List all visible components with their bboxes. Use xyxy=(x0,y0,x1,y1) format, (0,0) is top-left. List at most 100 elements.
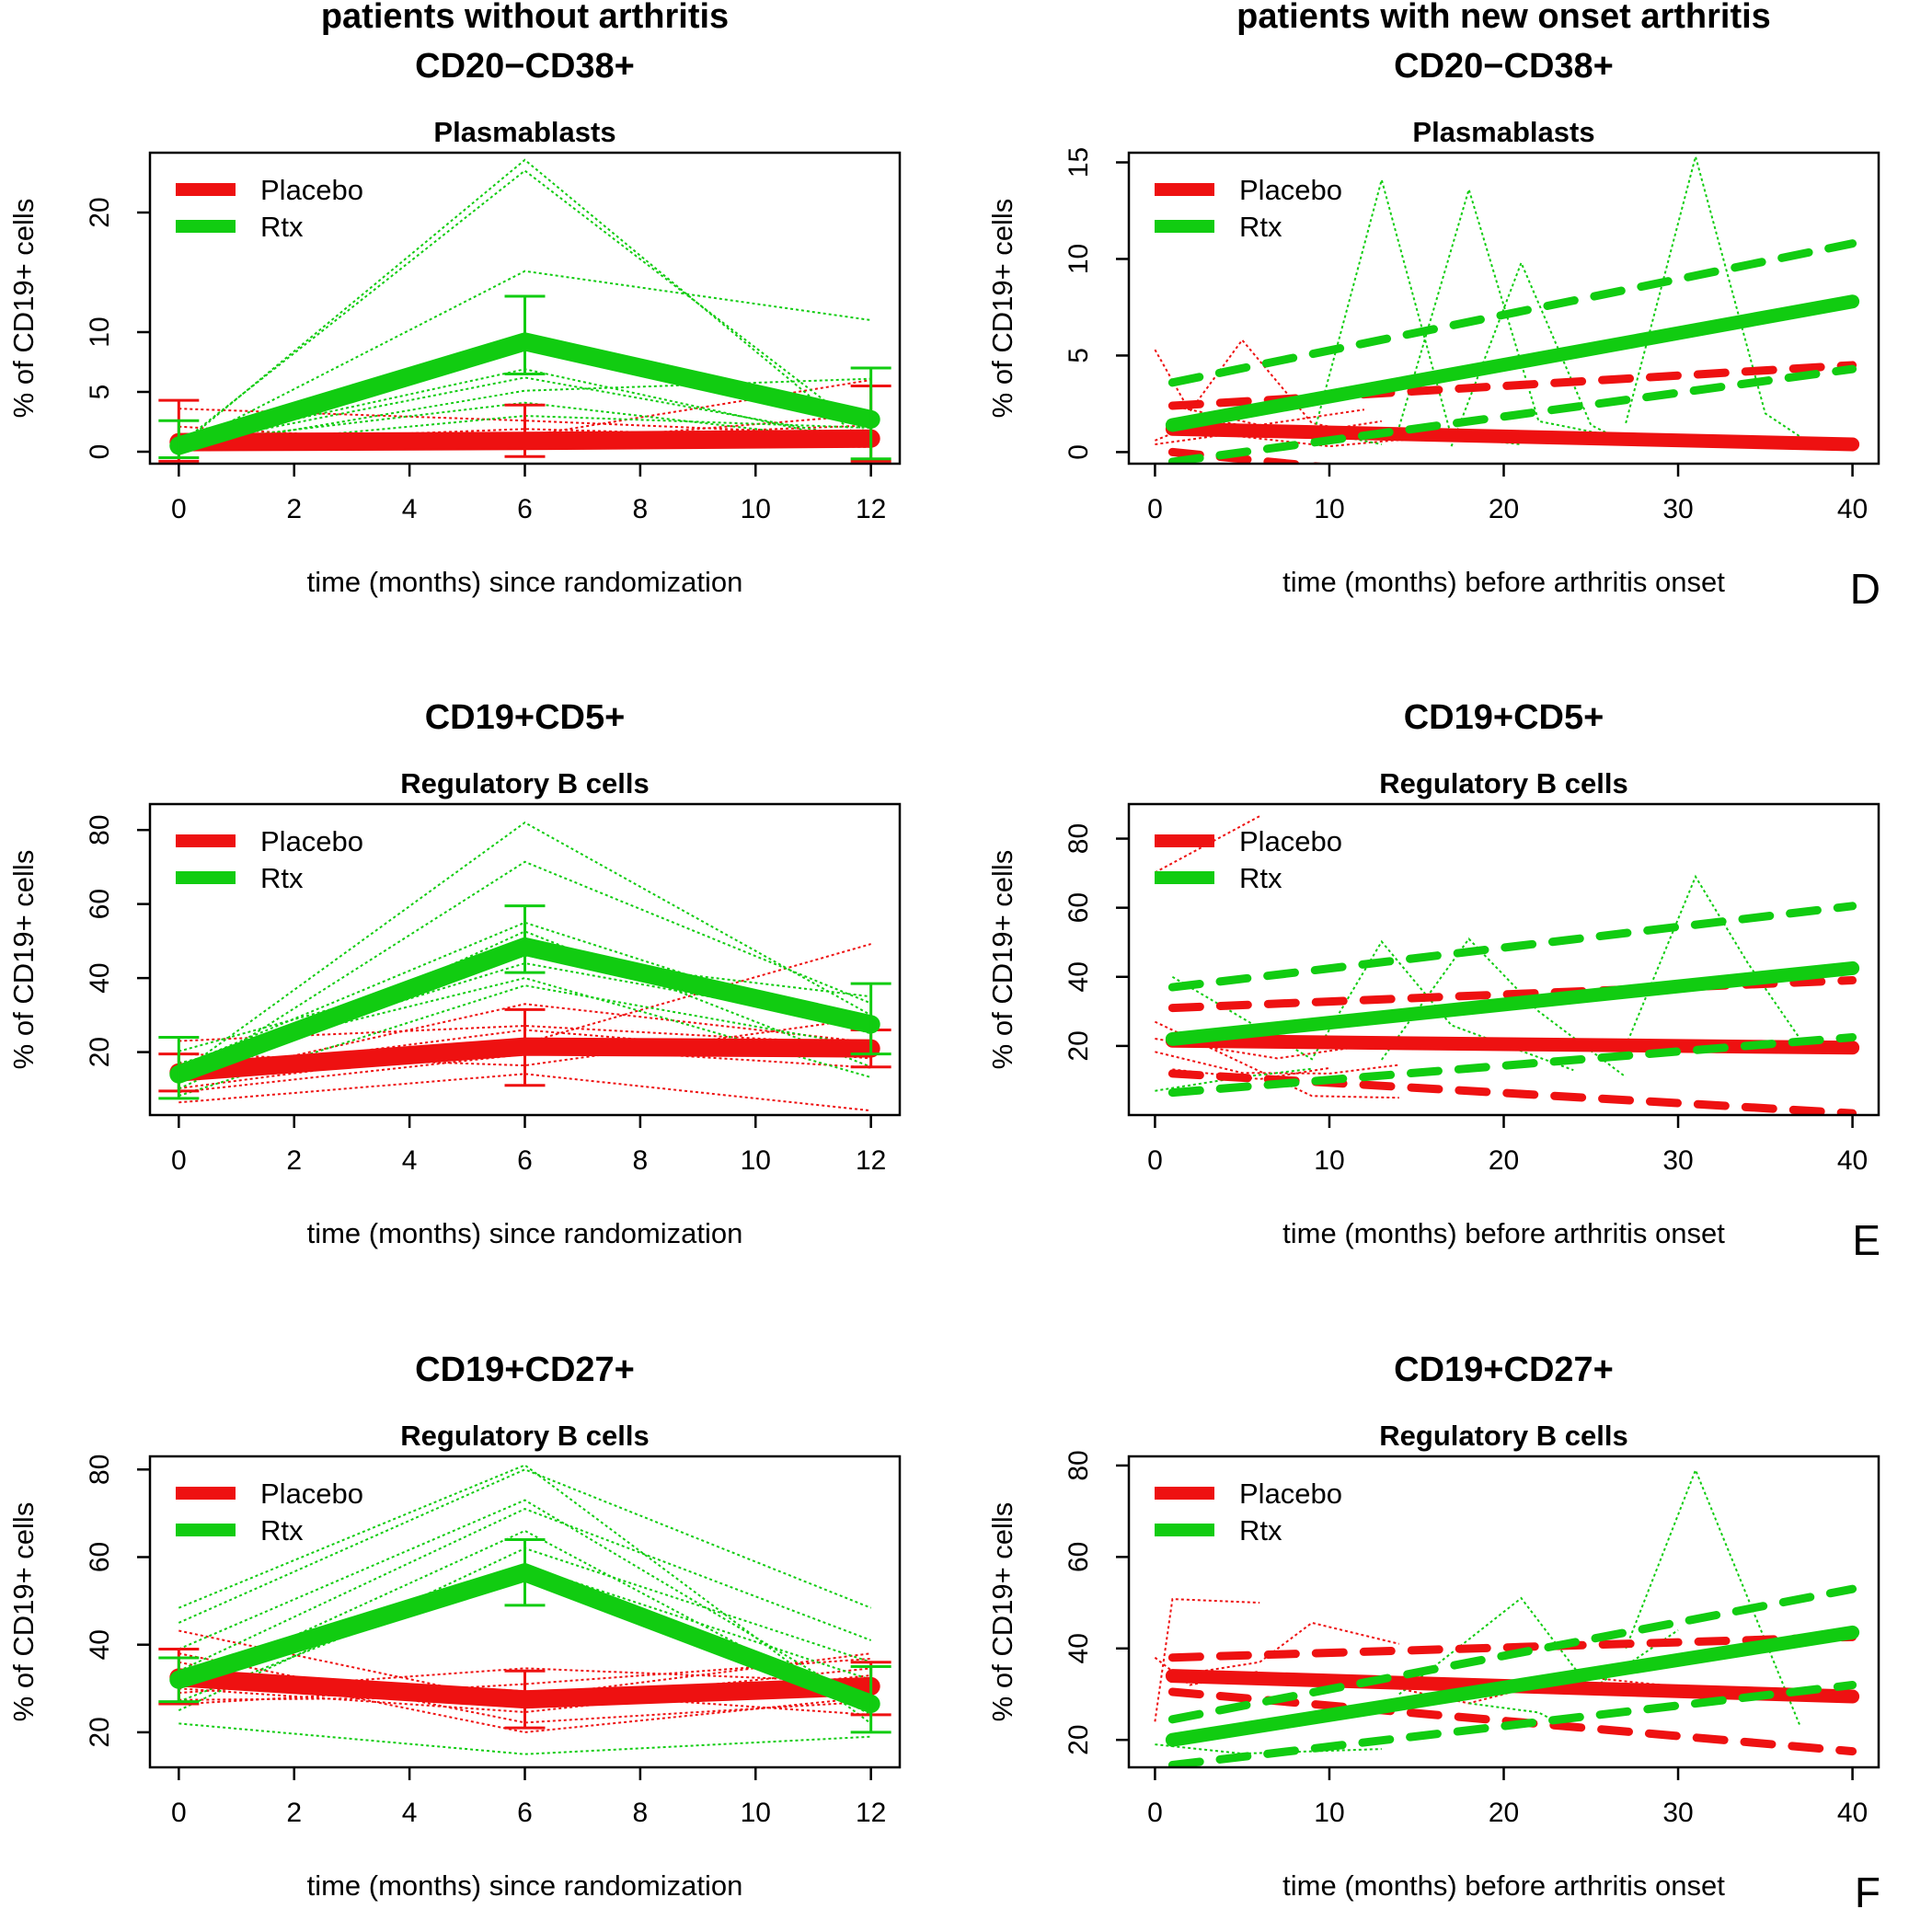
legend-label-rtx: Rtx xyxy=(260,862,304,894)
panel-letter: D xyxy=(1850,565,1880,613)
x-tick-label: 2 xyxy=(286,494,302,524)
x-tick-label: 0 xyxy=(171,494,187,524)
panel-letter: E xyxy=(1852,1216,1880,1264)
y-axis-label: % of CD19+ cells xyxy=(986,199,1018,419)
x-tick-label: 2 xyxy=(286,1145,302,1176)
y-axis-label: % of CD19+ cells xyxy=(7,199,40,419)
panel-subtitle: Regulatory B cells xyxy=(1379,767,1627,799)
y-axis-label: % of CD19+ cells xyxy=(7,850,40,1070)
panel-6: CD19+CD27+ Regulatory B cells 0 10 20 30 40 20 4… xyxy=(986,1351,1880,1916)
x-tick-label: 8 xyxy=(633,1798,649,1828)
plot-area xyxy=(158,1464,891,1755)
panel-letter: F xyxy=(1855,1869,1880,1916)
x-tick-label: 40 xyxy=(1837,1145,1868,1176)
x-tick-label: 20 xyxy=(1489,1798,1519,1828)
ci-line-rtx xyxy=(1167,902,1857,992)
x-axis-label: time (months) since randomization xyxy=(307,1869,743,1902)
legend: Placebo Rtx xyxy=(176,825,363,894)
y-tick-label: 20 xyxy=(1064,1030,1094,1061)
patient-line-rtx xyxy=(178,401,871,444)
y-tick-label: 80 xyxy=(85,1455,115,1485)
legend-label-rtx: Rtx xyxy=(1239,1514,1282,1547)
legend-label-placebo: Placebo xyxy=(1239,1478,1342,1510)
y-tick-label: 0 xyxy=(85,444,115,460)
x-tick-label: 10 xyxy=(1314,1798,1344,1828)
x-tick-label: 30 xyxy=(1662,1145,1693,1176)
x-axis-label: time (months) before arthritis onset xyxy=(1282,1217,1725,1249)
legend-label-placebo: Placebo xyxy=(1239,174,1342,206)
x-tick-label: 12 xyxy=(856,1145,886,1176)
y-axis-label: % of CD19+ cells xyxy=(7,1502,40,1722)
patient-line-rtx xyxy=(1311,176,1522,445)
plot-area xyxy=(158,158,891,463)
patient-line-placebo xyxy=(1155,433,1434,448)
legend-label-rtx: Rtx xyxy=(260,1514,304,1547)
ci-line-placebo xyxy=(1167,1069,1857,1115)
patient-line-placebo xyxy=(1154,1598,1260,1722)
ci-line-rtx xyxy=(1167,364,1857,464)
x-tick-label: 30 xyxy=(1662,1798,1693,1828)
patient-line-rtx xyxy=(1625,153,1801,438)
y-tick-label: 80 xyxy=(85,814,115,845)
x-tick-label: 0 xyxy=(171,1145,187,1176)
patient-line-placebo xyxy=(1154,1656,1260,1686)
patient-line-rtx xyxy=(1155,1743,1382,1755)
x-tick-label: 30 xyxy=(1662,494,1693,524)
y-tick-label: 5 xyxy=(1064,348,1094,363)
plot-area xyxy=(1154,1467,1860,1767)
x-tick-label: 0 xyxy=(1147,494,1163,524)
legend-label-placebo: Placebo xyxy=(260,825,363,857)
panel-title: CD19+CD5+ xyxy=(425,698,626,737)
patient-line-rtx xyxy=(178,821,872,1075)
x-tick-label: 6 xyxy=(517,1145,533,1176)
y-tick-label: 5 xyxy=(85,385,115,400)
x-axis-label: time (months) before arthritis onset xyxy=(1282,1869,1725,1902)
x-tick-label: 8 xyxy=(633,494,649,524)
panel-subtitle: Regulatory B cells xyxy=(400,1420,649,1452)
ci-line-rtx xyxy=(1167,1681,1857,1767)
ci-line-placebo xyxy=(1167,1632,1857,1662)
y-tick-label: 10 xyxy=(1064,244,1094,274)
mean-line-rtx xyxy=(1165,960,1860,1046)
y-tick-label: 60 xyxy=(1064,1542,1094,1572)
y-tick-label: 20 xyxy=(85,1037,115,1067)
y-tick-label: 80 xyxy=(1064,823,1094,854)
y-tick-label: 40 xyxy=(1064,961,1094,992)
legend-label-rtx: Rtx xyxy=(1239,211,1282,243)
mean-line-rtx xyxy=(1165,1625,1860,1747)
y-tick-label: 10 xyxy=(85,316,115,347)
x-tick-label: 20 xyxy=(1489,1145,1519,1176)
panel-subtitle: Plasmablasts xyxy=(433,116,615,148)
panel-title: CD19+CD27+ xyxy=(415,1351,635,1389)
legend-label-rtx: Rtx xyxy=(1239,862,1282,894)
x-tick-label: 10 xyxy=(1314,494,1344,524)
panel-2: patients with new onset arthritis CD20−CD… xyxy=(986,0,1880,613)
mean-line-placebo xyxy=(1165,1033,1860,1055)
y-tick-label: 0 xyxy=(1064,444,1094,460)
x-axis-label: time (months) since randomization xyxy=(307,1217,743,1249)
x-axis-label: time (months) since randomization xyxy=(307,566,743,598)
y-tick-label: 20 xyxy=(85,197,115,227)
plot-area xyxy=(158,821,891,1112)
legend-label-placebo: Placebo xyxy=(260,174,363,206)
x-tick-label: 12 xyxy=(856,494,886,524)
patient-line-rtx xyxy=(1397,186,1627,440)
y-tick-label: 60 xyxy=(1064,892,1094,923)
legend: Placebo Rtx xyxy=(176,174,363,243)
x-tick-label: 0 xyxy=(1147,1145,1163,1176)
mean-line-rtx xyxy=(1165,294,1860,432)
panel-title: patients with new onset arthritis xyxy=(1236,0,1771,36)
panel-5: CD19+CD27+ Regulatory B cells 0 2 4 6 8 10 12 20 4… xyxy=(7,1351,902,1902)
x-tick-label: 10 xyxy=(741,1798,771,1828)
y-tick-label: 60 xyxy=(85,889,115,919)
patient-line-rtx xyxy=(178,270,871,449)
y-tick-label: 40 xyxy=(1064,1633,1094,1663)
x-tick-label: 40 xyxy=(1837,494,1868,524)
patient-line-rtx xyxy=(178,860,872,1083)
panel-3: CD19+CD5+ Regulatory B cells 0 2 4 6 8 10 12 20 40… xyxy=(7,698,902,1249)
patient-line-rtx xyxy=(178,1508,872,1673)
legend-label-placebo: Placebo xyxy=(260,1478,363,1510)
x-tick-label: 0 xyxy=(1147,1798,1163,1828)
panel-title: CD20−CD38+ xyxy=(415,47,635,86)
